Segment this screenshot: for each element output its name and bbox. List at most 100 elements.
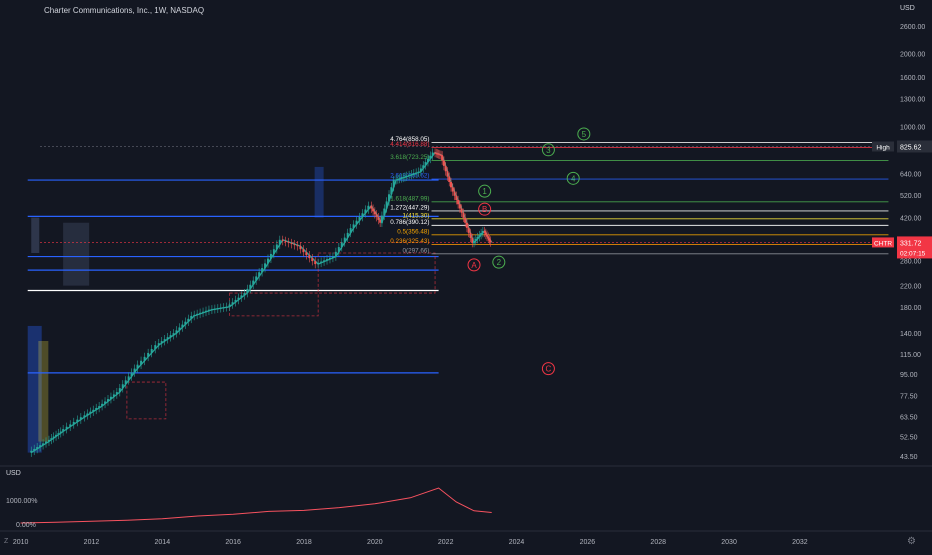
candle-body (255, 276, 258, 281)
current-time-badge: 02:07:15 (900, 250, 926, 257)
candle-body (337, 247, 340, 252)
candle-body (412, 173, 415, 175)
candle-body (205, 310, 207, 312)
candle-body (451, 187, 454, 192)
candle-body (166, 337, 169, 340)
candle-body (112, 394, 115, 397)
wave-label-circle (478, 184, 492, 198)
candle-body (213, 308, 216, 310)
candle-body (52, 436, 55, 439)
candle-body (392, 180, 395, 188)
candle-body (379, 219, 382, 223)
candle-body (284, 240, 287, 242)
candle-body (474, 238, 477, 241)
fib-level-label: 0(297.66) (403, 247, 430, 254)
candle-body (246, 288, 249, 294)
candle-body (130, 372, 133, 377)
candle-body (442, 160, 445, 166)
x-axis-tick-label: 2026 (580, 539, 596, 546)
candle-body (187, 318, 190, 322)
candle-body (133, 368, 136, 373)
candle-body (355, 220, 358, 225)
wave-label-text: C (546, 365, 552, 374)
y-axis-tick-label: 280.00 (900, 258, 922, 265)
wave-label-text: 2 (497, 258, 502, 267)
candle-body (390, 187, 393, 195)
pane2-series-line (20, 487, 492, 524)
candle-body (343, 237, 346, 243)
candle-body (101, 403, 104, 407)
candle-body (302, 249, 305, 253)
x-axis-tick-label: 2028 (650, 539, 666, 546)
candle-body (408, 174, 411, 176)
candle-body (367, 205, 370, 210)
candle-body (76, 419, 79, 422)
candle-body (340, 242, 343, 248)
candle-body (395, 179, 398, 181)
fib-level-label: 1.618(487.99) (390, 195, 429, 202)
candle-body (252, 280, 255, 285)
candle-body (181, 324, 184, 328)
x-axis-tick-label: 2014 (155, 539, 171, 546)
volume-profile-block (38, 340, 49, 442)
candle-body (266, 258, 269, 264)
candle-body (473, 240, 476, 243)
candle-body (65, 426, 68, 430)
candle-body (30, 450, 33, 453)
candle-body (323, 260, 326, 262)
candle-body (47, 439, 50, 442)
zoom-icon[interactable]: Z (4, 538, 9, 545)
candle-body (398, 178, 401, 180)
x-axis-tick-label: 2018 (296, 539, 312, 546)
candle-body (193, 314, 196, 316)
x-axis-tick-label: 2020 (367, 539, 383, 546)
candle-body (140, 360, 143, 365)
candle-body (410, 174, 413, 176)
candle-body (127, 376, 130, 381)
candle-body (121, 384, 124, 389)
y-axis-tick-label: 140.00 (900, 331, 922, 338)
candle-body (39, 445, 42, 448)
candle-body (415, 172, 418, 174)
candle-body (489, 240, 492, 243)
candle-body (178, 327, 181, 331)
candle-body (275, 244, 278, 250)
candle-body (405, 175, 408, 177)
candle-body (444, 165, 447, 172)
high-value-badge-bg (897, 140, 932, 153)
candle-body (228, 304, 231, 307)
y-axis-tick-label: 63.50 (900, 414, 918, 421)
candle-body (219, 307, 222, 309)
gear-icon[interactable]: ⚙ (907, 536, 916, 547)
pane2-label: USD (6, 470, 21, 477)
candle-body (216, 308, 219, 310)
y-axis-tick-label: 1000.00 (900, 124, 925, 131)
candle-body (483, 230, 486, 233)
candle-body (441, 155, 444, 161)
candle-body (222, 307, 225, 309)
fib-level-label: 0.5(356.48) (397, 228, 429, 235)
fib-level-label: 0.236(325.43) (390, 238, 429, 245)
candle-body (422, 165, 425, 169)
candle-body (478, 234, 481, 237)
y-axis-tick-label: 420.00 (900, 216, 922, 223)
candle-body (396, 178, 399, 180)
candle-body (264, 263, 267, 269)
candle-body (184, 321, 187, 325)
candle-body (281, 239, 284, 241)
y-axis-tick-label: 2000.00 (900, 51, 925, 58)
wave-label-text: A (471, 261, 477, 270)
candle-body (160, 341, 163, 344)
candle-body (147, 352, 150, 357)
wave-label-circle (541, 143, 555, 157)
candle-body (346, 232, 349, 238)
candle-body (258, 272, 261, 277)
fib-level-label: 1(415.30) (403, 212, 430, 219)
candle-body (320, 261, 323, 263)
candle-body (33, 448, 36, 451)
candle-body (377, 217, 380, 220)
y-axis-tick-label: 77.50 (900, 393, 918, 400)
x-axis-tick-label: 2022 (438, 539, 454, 546)
